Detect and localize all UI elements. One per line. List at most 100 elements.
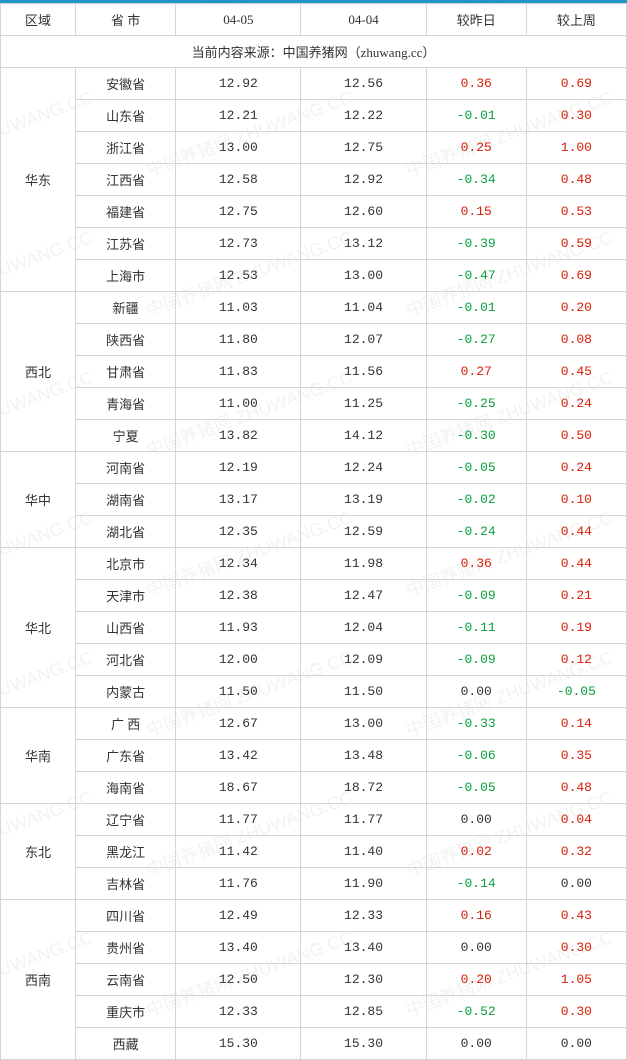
delta-lastweek: 0.59 bbox=[526, 228, 626, 260]
delta-yesterday: -0.09 bbox=[426, 644, 526, 676]
price-d1: 11.77 bbox=[176, 804, 301, 836]
province-cell: 上海市 bbox=[76, 260, 176, 292]
province-cell: 福建省 bbox=[76, 196, 176, 228]
price-d2: 18.72 bbox=[301, 772, 426, 804]
price-d1: 12.73 bbox=[176, 228, 301, 260]
table-row: 甘肃省11.8311.560.270.45 bbox=[1, 356, 627, 388]
table-row: 福建省12.7512.600.150.53 bbox=[1, 196, 627, 228]
price-d2: 12.24 bbox=[301, 452, 426, 484]
delta-lastweek: 0.45 bbox=[526, 356, 626, 388]
table-row: 天津市12.3812.47-0.090.21 bbox=[1, 580, 627, 612]
price-d2: 13.12 bbox=[301, 228, 426, 260]
delta-yesterday: -0.09 bbox=[426, 580, 526, 612]
delta-lastweek: 1.00 bbox=[526, 132, 626, 164]
delta-yesterday: 0.36 bbox=[426, 548, 526, 580]
table-row: 河北省12.0012.09-0.090.12 bbox=[1, 644, 627, 676]
delta-lastweek: 0.04 bbox=[526, 804, 626, 836]
delta-lastweek: 0.10 bbox=[526, 484, 626, 516]
table-row: 山东省12.2112.22-0.010.30 bbox=[1, 100, 627, 132]
source-row: 当前内容来源：中国养猪网（zhuwang.cc） bbox=[1, 36, 627, 68]
table-row: 江西省12.5812.92-0.340.48 bbox=[1, 164, 627, 196]
price-d2: 12.07 bbox=[301, 324, 426, 356]
province-cell: 天津市 bbox=[76, 580, 176, 612]
price-d2: 12.22 bbox=[301, 100, 426, 132]
province-cell: 山西省 bbox=[76, 612, 176, 644]
region-cell: 华北 bbox=[1, 548, 76, 708]
delta-lastweek: 0.69 bbox=[526, 68, 626, 100]
region-cell: 华中 bbox=[1, 452, 76, 548]
table-row: 华中河南省12.1912.24-0.050.24 bbox=[1, 452, 627, 484]
table-row: 宁夏13.8214.12-0.300.50 bbox=[1, 420, 627, 452]
price-d2: 11.90 bbox=[301, 868, 426, 900]
delta-lastweek: 0.35 bbox=[526, 740, 626, 772]
price-d2: 13.00 bbox=[301, 708, 426, 740]
table-row: 青海省11.0011.25-0.250.24 bbox=[1, 388, 627, 420]
price-d2: 11.04 bbox=[301, 292, 426, 324]
table-row: 湖南省13.1713.19-0.020.10 bbox=[1, 484, 627, 516]
price-d1: 18.67 bbox=[176, 772, 301, 804]
delta-yesterday: -0.06 bbox=[426, 740, 526, 772]
delta-lastweek: 1.05 bbox=[526, 964, 626, 996]
table-row: 重庆市12.3312.85-0.520.30 bbox=[1, 996, 627, 1028]
price-d1: 12.92 bbox=[176, 68, 301, 100]
delta-lastweek: 0.44 bbox=[526, 548, 626, 580]
price-d1: 13.82 bbox=[176, 420, 301, 452]
price-d2: 12.47 bbox=[301, 580, 426, 612]
table-row: 山西省11.9312.04-0.110.19 bbox=[1, 612, 627, 644]
table-row: 江苏省12.7313.12-0.390.59 bbox=[1, 228, 627, 260]
table-row: 云南省12.5012.300.201.05 bbox=[1, 964, 627, 996]
price-d1: 11.42 bbox=[176, 836, 301, 868]
price-d1: 12.75 bbox=[176, 196, 301, 228]
delta-lastweek: 0.00 bbox=[526, 868, 626, 900]
delta-lastweek: 0.08 bbox=[526, 324, 626, 356]
price-d1: 13.40 bbox=[176, 932, 301, 964]
price-d2: 12.33 bbox=[301, 900, 426, 932]
region-cell: 西北 bbox=[1, 292, 76, 452]
delta-yesterday: 0.00 bbox=[426, 804, 526, 836]
delta-lastweek: 0.69 bbox=[526, 260, 626, 292]
price-table-container: 区域 省 市 04-05 04-04 较昨日 较上周 当前内容来源：中国养猪网（… bbox=[0, 3, 627, 1060]
delta-yesterday: 0.20 bbox=[426, 964, 526, 996]
price-d1: 12.58 bbox=[176, 164, 301, 196]
price-d2: 14.12 bbox=[301, 420, 426, 452]
col-region: 区域 bbox=[1, 4, 76, 36]
table-row: 上海市12.5313.00-0.470.69 bbox=[1, 260, 627, 292]
col-date1: 04-05 bbox=[176, 4, 301, 36]
delta-lastweek: 0.21 bbox=[526, 580, 626, 612]
delta-lastweek: 0.53 bbox=[526, 196, 626, 228]
province-cell: 吉林省 bbox=[76, 868, 176, 900]
price-d2: 12.85 bbox=[301, 996, 426, 1028]
price-d2: 13.40 bbox=[301, 932, 426, 964]
price-d2: 15.30 bbox=[301, 1028, 426, 1060]
price-d1: 12.38 bbox=[176, 580, 301, 612]
delta-yesterday: -0.02 bbox=[426, 484, 526, 516]
delta-yesterday: 0.00 bbox=[426, 1028, 526, 1060]
province-cell: 重庆市 bbox=[76, 996, 176, 1028]
table-row: 陕西省11.8012.07-0.270.08 bbox=[1, 324, 627, 356]
price-d2: 13.00 bbox=[301, 260, 426, 292]
table-row: 吉林省11.7611.90-0.140.00 bbox=[1, 868, 627, 900]
delta-yesterday: -0.30 bbox=[426, 420, 526, 452]
delta-lastweek: 0.12 bbox=[526, 644, 626, 676]
province-cell: 湖南省 bbox=[76, 484, 176, 516]
table-row: 华北北京市12.3411.980.360.44 bbox=[1, 548, 627, 580]
price-d1: 12.19 bbox=[176, 452, 301, 484]
delta-yesterday: -0.39 bbox=[426, 228, 526, 260]
delta-yesterday: -0.24 bbox=[426, 516, 526, 548]
price-d2: 11.77 bbox=[301, 804, 426, 836]
delta-yesterday: 0.36 bbox=[426, 68, 526, 100]
price-d1: 12.00 bbox=[176, 644, 301, 676]
province-cell: 广东省 bbox=[76, 740, 176, 772]
delta-lastweek: 0.20 bbox=[526, 292, 626, 324]
delta-lastweek: 0.30 bbox=[526, 932, 626, 964]
province-cell: 云南省 bbox=[76, 964, 176, 996]
price-d2: 12.60 bbox=[301, 196, 426, 228]
delta-yesterday: 0.15 bbox=[426, 196, 526, 228]
table-row: 西北新疆11.0311.04-0.010.20 bbox=[1, 292, 627, 324]
delta-yesterday: 0.27 bbox=[426, 356, 526, 388]
table-row: 西藏15.3015.300.000.00 bbox=[1, 1028, 627, 1060]
price-d1: 13.17 bbox=[176, 484, 301, 516]
province-cell: 湖北省 bbox=[76, 516, 176, 548]
price-d1: 13.42 bbox=[176, 740, 301, 772]
delta-yesterday: 0.16 bbox=[426, 900, 526, 932]
